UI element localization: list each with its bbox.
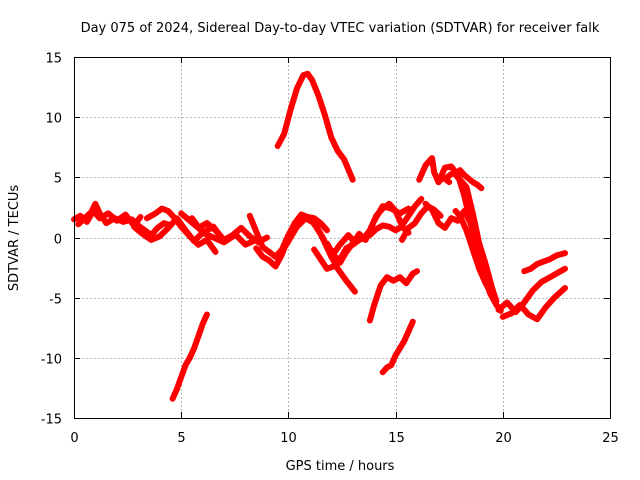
y-tick-label: 5 xyxy=(54,172,62,187)
chart-title: Day 075 of 2024, Sidereal Day-to-day VTE… xyxy=(81,21,600,36)
series-pass-27 xyxy=(379,318,416,376)
x-tick-label: 20 xyxy=(495,431,512,446)
series-pass-21 xyxy=(495,265,568,316)
y-tick-label: 15 xyxy=(45,52,62,67)
y-tick-label: -5 xyxy=(49,293,62,308)
y-tick-label: 0 xyxy=(54,233,62,248)
series-pass-24 xyxy=(169,311,210,402)
data-series xyxy=(71,70,568,402)
series-pass-02 xyxy=(75,200,174,239)
series-pass-06 xyxy=(188,215,260,248)
y-tick-label: -15 xyxy=(41,413,62,428)
x-tick-label: 0 xyxy=(70,431,78,446)
series-pass-12 xyxy=(360,196,425,242)
series-pass-22 xyxy=(499,285,568,323)
x-axis-label: GPS time / hours xyxy=(286,459,395,474)
series-pass-26 xyxy=(366,268,420,324)
plot-frame xyxy=(74,57,611,419)
y-axis-label: SDTVAR / TECUs xyxy=(7,185,22,292)
series-pass-16 xyxy=(422,200,474,231)
x-tick-label: 15 xyxy=(388,431,405,446)
series-pass-09 xyxy=(279,215,356,260)
tick-labels: 0 5 10 15 20 25 -15 -10 -5 0 5 10 15 xyxy=(41,52,619,447)
series-pass-13 xyxy=(366,222,412,239)
series-pass-18 xyxy=(444,169,500,305)
series-pass-20 xyxy=(456,167,485,192)
series-pass-04 xyxy=(143,205,219,255)
series-pass-23 xyxy=(521,250,568,275)
x-tick-label: 5 xyxy=(177,431,185,446)
series-pass-19 xyxy=(452,208,496,299)
x-tick-label: 25 xyxy=(602,431,619,446)
y-tick-label: -10 xyxy=(41,353,62,368)
x-tick-label: 10 xyxy=(280,431,297,446)
series-pass-25 xyxy=(274,70,356,183)
y-tick-label: 10 xyxy=(45,112,62,127)
